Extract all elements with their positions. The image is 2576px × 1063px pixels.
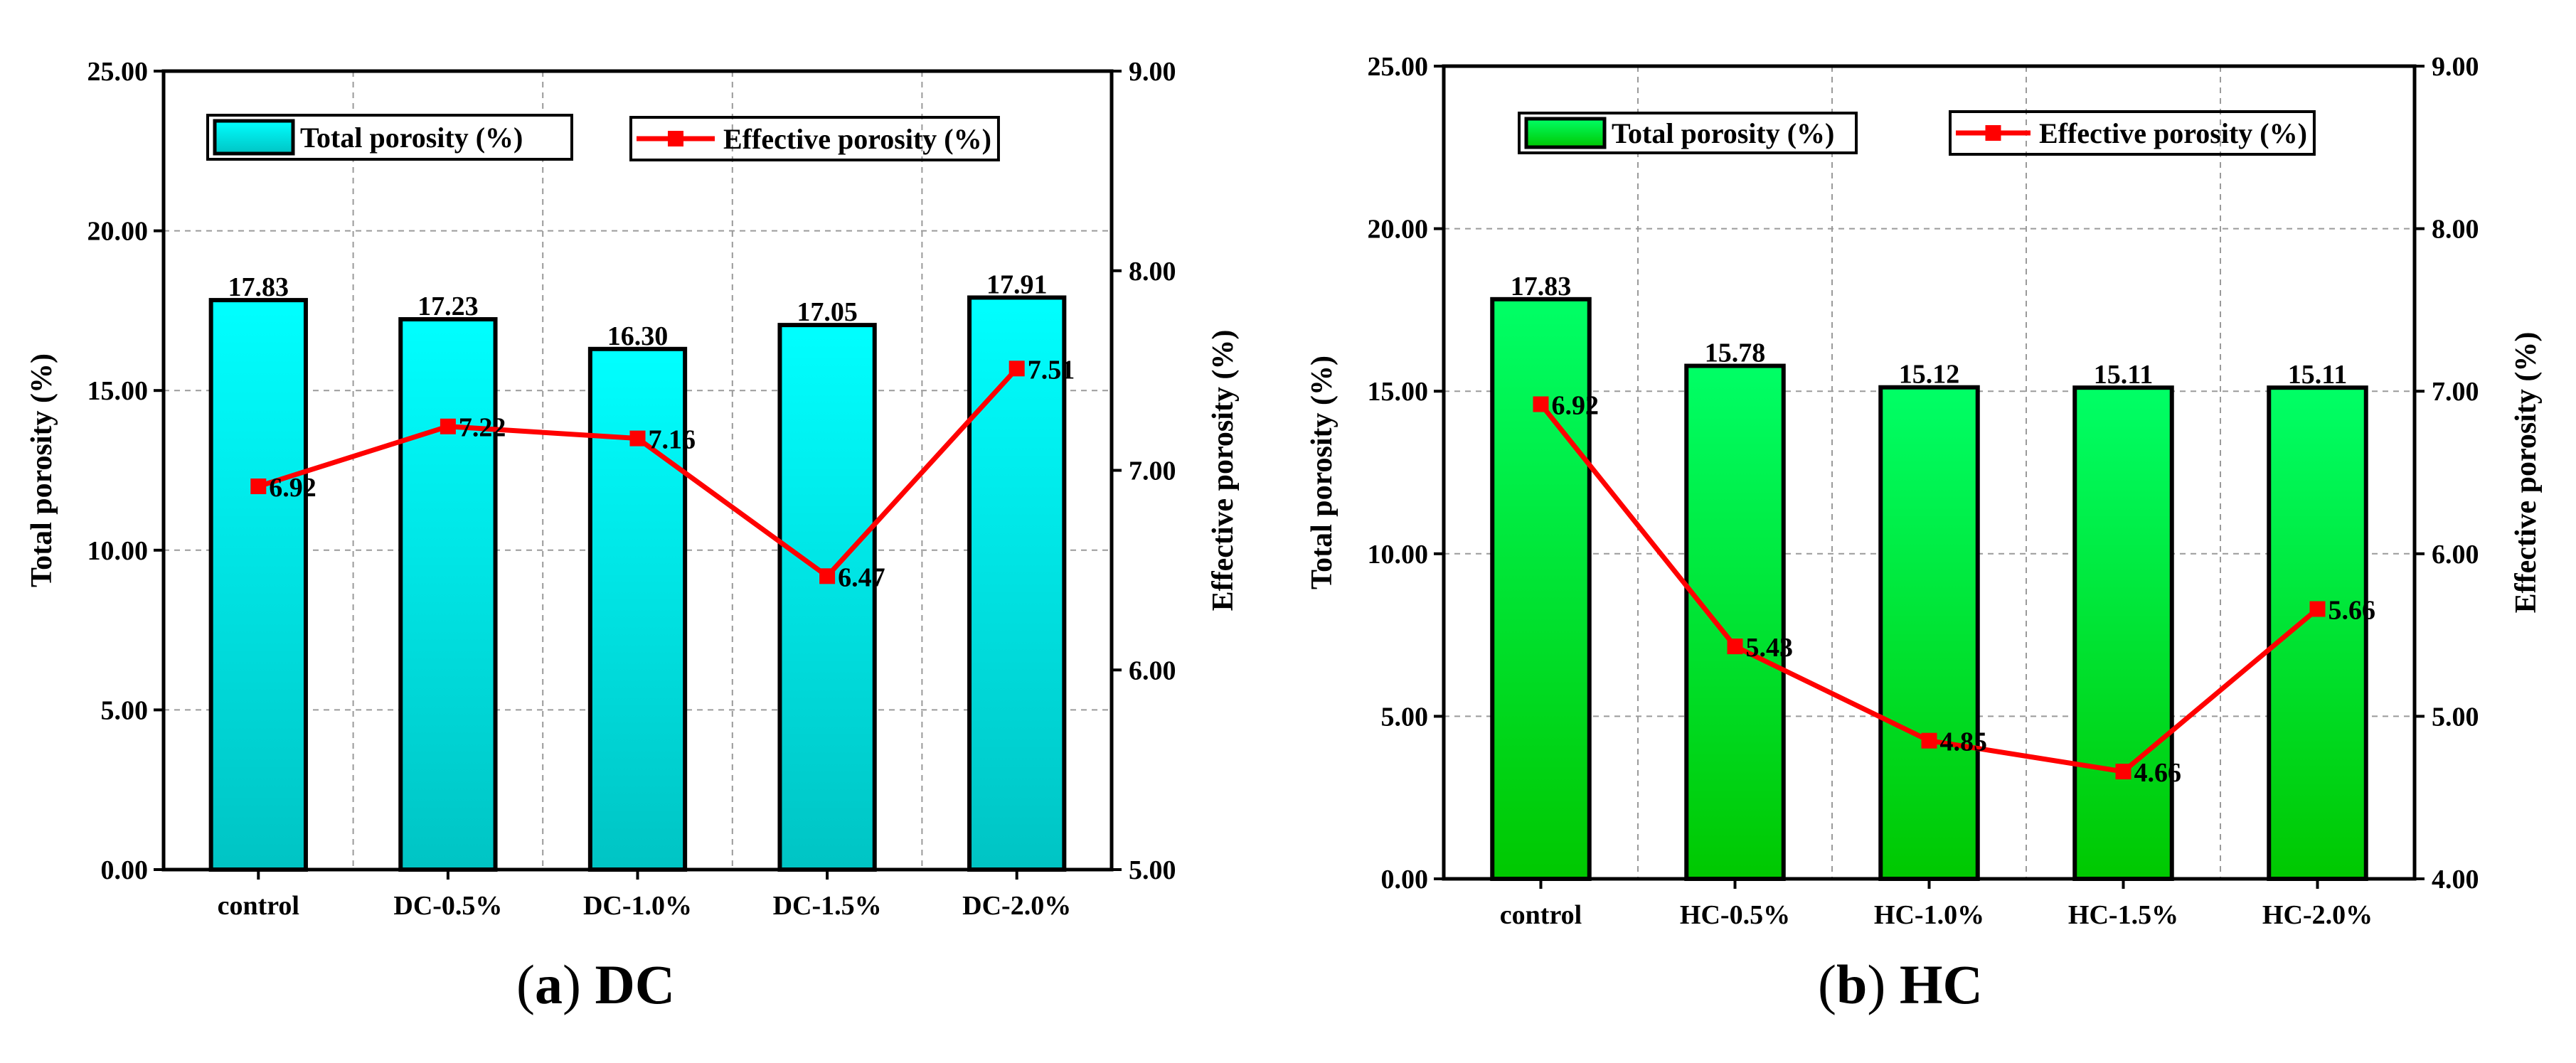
y-left-tick-label: 0.00 — [1381, 865, 1429, 894]
line-value-label: 5.43 — [1746, 633, 1794, 663]
x-tick-label: HC-2.0% — [2262, 900, 2373, 930]
y-right-tick-label: 4.00 — [2432, 865, 2479, 894]
bar-3 — [1878, 385, 1980, 881]
caption-b-letter: b — [1836, 954, 1868, 1015]
bar-value-label: 15.78 — [1705, 338, 1766, 368]
legend-effective-label: Effective porosity (%) — [723, 123, 991, 155]
legend-effective-box — [629, 116, 1000, 161]
legend-total-label: Total porosity (%) — [300, 122, 523, 154]
x-tick-label: HC-1.0% — [1874, 900, 1984, 930]
legend-effective-marker — [668, 131, 683, 146]
y-left-tick-label: 20.00 — [87, 217, 149, 247]
bar-value-label: 15.12 — [1899, 360, 1960, 390]
bar-value-label: 17.83 — [1511, 272, 1572, 301]
x-tick-label: DC-0.5% — [393, 891, 502, 921]
bar-value-label: 17.91 — [986, 269, 1048, 299]
bar-value-label: 15.11 — [2288, 360, 2347, 390]
line-point-marker — [1921, 732, 1937, 749]
bar-5 — [2267, 385, 2368, 881]
caption-a: (a) DC — [516, 954, 676, 1015]
bar-value-label: 16.30 — [607, 321, 669, 351]
line-point-marker — [1008, 360, 1025, 377]
y-right-axis-title: Effective porosity (%) — [2510, 332, 2543, 614]
y-left-axis-title: Total porosity (%) — [1306, 356, 1338, 589]
caption-b: (b) HC — [1818, 954, 1983, 1015]
bar-4 — [2072, 385, 2174, 881]
bar-1 — [208, 298, 308, 872]
y-left-tick-label: 5.00 — [101, 695, 149, 725]
line-value-label: 5.66 — [2328, 596, 2376, 626]
line-point-marker — [1533, 396, 1549, 412]
x-tick-label: DC-1.0% — [583, 891, 692, 921]
y-right-tick-label: 9.00 — [2432, 52, 2479, 82]
caption-a-letter: a — [534, 954, 563, 1015]
legend-total-swatch — [213, 119, 295, 156]
bar-2 — [1684, 363, 1786, 881]
bar-value-label: 17.23 — [417, 292, 479, 321]
line-point-marker — [250, 478, 267, 494]
y-left-tick-label: 15.00 — [1368, 377, 1429, 407]
line-value-label: 7.16 — [649, 425, 696, 455]
line-value-label: 6.92 — [1552, 390, 1600, 420]
bar-value-label: 17.05 — [797, 297, 858, 327]
chart-panel-dc: 17.83 17.23 16.30 17.05 17.91 6.92 7.22 7.16 6.4… — [26, 57, 1240, 921]
chart-panel-hc: 17.83 15.78 15.12 15.11 15.11 6.92 5.43 4.85 4.6… — [1306, 52, 2543, 930]
y-right-axis-title: Effective porosity (%) — [1207, 330, 1240, 611]
y-left-tick-label: 10.00 — [87, 536, 149, 566]
line-value-label: 6.92 — [269, 473, 316, 503]
line-value-label: 4.85 — [1940, 727, 1988, 757]
y-right-tick-label: 5.00 — [1129, 855, 1176, 885]
y-right-tick-label: 9.00 — [1129, 57, 1176, 87]
bar-2 — [398, 317, 498, 872]
legend-effective-label: Effective porosity (%) — [2039, 117, 2307, 149]
y-left-tick-label: 25.00 — [1368, 52, 1429, 82]
y-right-tick-label: 7.00 — [2432, 377, 2479, 407]
caption-b-name: HC — [1899, 954, 1983, 1015]
legend-total-label: Total porosity (%) — [1612, 117, 1834, 149]
x-tick-label: control — [1500, 900, 1582, 930]
y-right-tick-label: 8.00 — [1129, 257, 1176, 287]
line-value-label: 6.47 — [838, 562, 885, 592]
caption-a-name: DC — [595, 954, 676, 1015]
x-tick-label: DC-1.5% — [773, 891, 882, 921]
line-point-marker — [440, 418, 456, 434]
legend-effective-marker — [1985, 125, 2001, 141]
y-left-tick-label: 0.00 — [101, 855, 149, 885]
line-point-marker — [2309, 601, 2326, 617]
line-point-marker — [2115, 764, 2131, 780]
y-left-tick-label: 5.00 — [1381, 702, 1429, 732]
x-tick-label: control — [218, 891, 299, 921]
x-tick-label: DC-2.0% — [962, 891, 1071, 921]
x-tick-label: HC-1.5% — [2068, 900, 2178, 930]
y-left-axis-title: Total porosity (%) — [26, 353, 58, 587]
y-right-tick-label: 6.00 — [2432, 540, 2479, 570]
y-right-tick-label: 7.00 — [1129, 456, 1176, 486]
y-left-tick-label: 25.00 — [87, 57, 149, 87]
y-left-tick-label: 20.00 — [1368, 215, 1429, 245]
bar-1 — [1490, 297, 1592, 882]
line-point-marker — [629, 430, 646, 447]
line-value-label: 7.51 — [1028, 355, 1075, 385]
legend-total-swatch — [1524, 117, 1607, 149]
x-tick-label: HC-0.5% — [1680, 900, 1790, 930]
y-left-tick-label: 10.00 — [1368, 540, 1429, 570]
y-left-tick-label: 15.00 — [87, 376, 149, 406]
line-value-label: 7.22 — [459, 413, 506, 443]
y-right-tick-label: 5.00 — [2432, 702, 2479, 732]
bar-value-label: 15.11 — [2094, 360, 2153, 390]
line-point-marker — [819, 568, 836, 584]
line-value-label: 4.66 — [2134, 758, 2182, 788]
bar-4 — [777, 323, 877, 872]
line-point-marker — [1727, 639, 1743, 655]
y-right-tick-label: 8.00 — [2432, 215, 2479, 245]
y-right-tick-label: 6.00 — [1129, 656, 1176, 685]
legend-effective-box — [1949, 110, 2316, 156]
bar-5 — [967, 295, 1067, 872]
bar-value-label: 17.83 — [228, 272, 289, 302]
